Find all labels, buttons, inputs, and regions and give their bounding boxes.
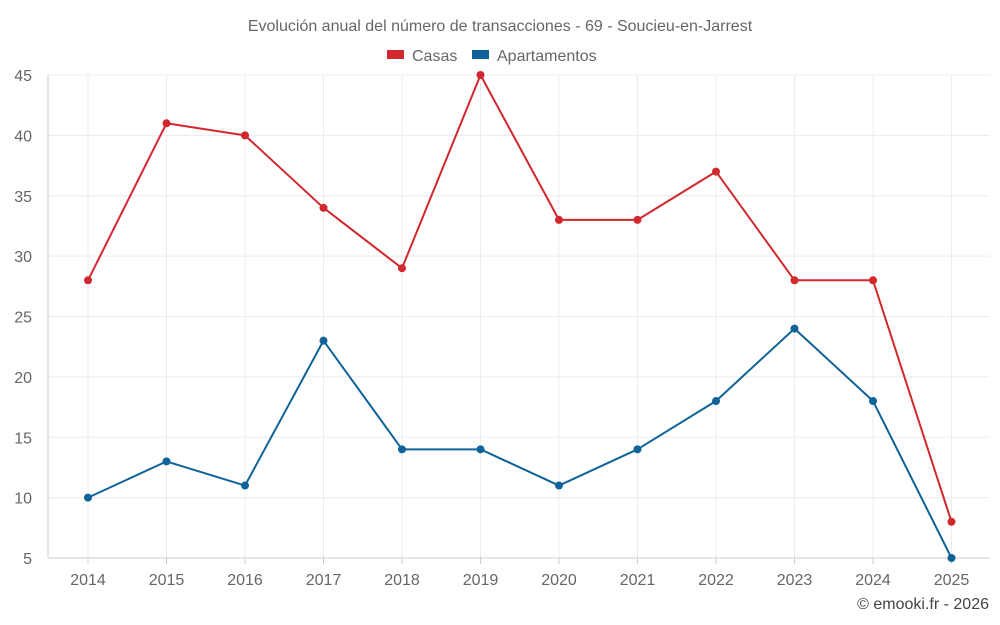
y-tick-label: 35 <box>14 189 32 206</box>
y-tick-labels: 5 10 15 20 25 30 35 40 45 <box>14 68 32 568</box>
data-point-apartamentos[interactable] <box>241 481 249 490</box>
y-tick-label: 20 <box>14 370 32 387</box>
x-tick-label: 2025 <box>934 572 970 589</box>
y-tick-label: 30 <box>14 249 32 266</box>
legend-label-apartamentos: Apartamentos <box>497 48 597 65</box>
data-point-casas[interactable] <box>947 517 956 526</box>
data-point-casas[interactable] <box>790 276 799 285</box>
legend-label-casas: Casas <box>412 48 457 65</box>
data-point-casas[interactable] <box>319 203 328 212</box>
x-tick-label: 2015 <box>149 572 185 589</box>
legend-swatch-casas <box>387 50 404 59</box>
axes <box>47 75 990 564</box>
data-point-casas[interactable] <box>398 264 406 273</box>
series <box>84 71 956 562</box>
y-tick-label: 25 <box>14 310 32 327</box>
x-tick-label: 2014 <box>70 572 106 589</box>
data-point-casas[interactable] <box>869 276 877 285</box>
data-point-apartamentos[interactable] <box>712 397 720 406</box>
y-tick-label: 10 <box>14 491 32 508</box>
x-tick-labels: 2014 2015 2016 2017 2018 2019 2020 2021 2022 2023… <box>70 572 969 589</box>
series-line-apartamentos <box>87 327 953 559</box>
data-point-apartamentos[interactable] <box>869 397 877 406</box>
data-point-casas[interactable] <box>476 71 485 79</box>
data-point-casas[interactable] <box>555 215 563 224</box>
y-tick-label: 5 <box>23 551 32 568</box>
data-point-casas[interactable] <box>633 215 642 224</box>
y-tick-label: 40 <box>14 128 32 145</box>
data-point-apartamentos[interactable] <box>947 554 956 562</box>
data-point-casas[interactable] <box>162 119 171 128</box>
x-tick-label: 2018 <box>384 572 420 589</box>
legend: Casas Apartamentos <box>387 48 597 65</box>
x-tick-label: 2024 <box>855 572 891 589</box>
data-point-apartamentos[interactable] <box>319 336 328 345</box>
data-point-apartamentos[interactable] <box>398 445 406 454</box>
x-tick-label: 2017 <box>306 572 342 589</box>
series-apartamentos <box>84 324 956 562</box>
x-tick-label: 2023 <box>777 572 813 589</box>
data-point-apartamentos[interactable] <box>555 481 563 490</box>
x-tick-label: 2020 <box>541 572 577 589</box>
x-tick-label: 2022 <box>698 572 734 589</box>
series-line-casas <box>87 74 953 523</box>
y-tick-label: 15 <box>14 430 32 447</box>
x-tick-label: 2021 <box>620 572 656 589</box>
series-casas <box>84 71 956 526</box>
data-point-apartamentos[interactable] <box>162 457 171 466</box>
x-tick-label: 2016 <box>227 572 263 589</box>
credit-text: © emooki.fr - 2026 <box>857 596 989 613</box>
data-point-apartamentos[interactable] <box>476 445 485 454</box>
chart-title: Evolución anual del número de transaccio… <box>248 18 753 35</box>
data-point-apartamentos[interactable] <box>633 445 642 454</box>
grid-lines <box>48 74 990 559</box>
legend-item-casas[interactable]: Casas <box>387 48 457 65</box>
data-point-apartamentos[interactable] <box>790 324 799 333</box>
data-point-casas[interactable] <box>84 276 92 285</box>
data-point-apartamentos[interactable] <box>84 493 92 502</box>
data-point-casas[interactable] <box>712 167 720 176</box>
y-tick-label: 45 <box>14 68 32 85</box>
legend-item-apartamentos[interactable]: Apartamentos <box>472 48 597 65</box>
data-point-casas[interactable] <box>241 131 249 140</box>
x-tick-label: 2019 <box>463 572 499 589</box>
legend-swatch-apartamentos <box>472 50 489 59</box>
